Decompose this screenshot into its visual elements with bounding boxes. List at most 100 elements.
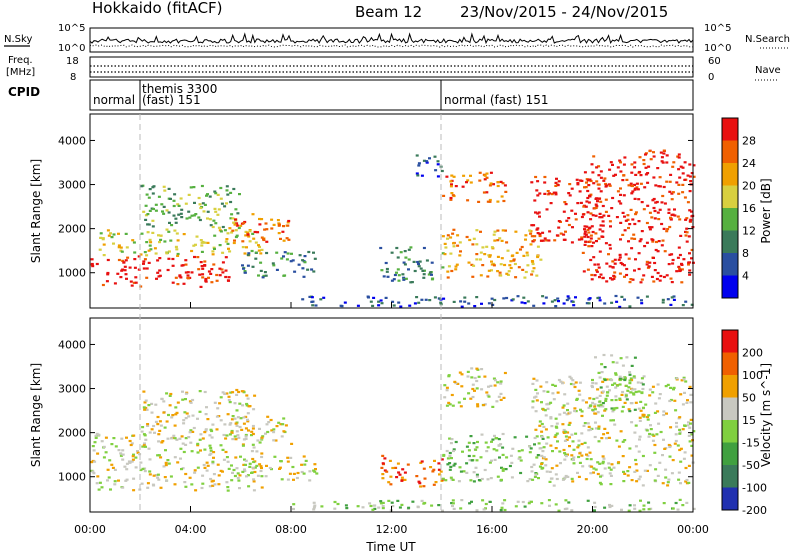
velocity-echo-cell bbox=[499, 380, 503, 383]
velocity-echo-cell bbox=[252, 408, 256, 411]
power-echo-cell bbox=[607, 183, 611, 186]
velocity-echo-cell bbox=[211, 423, 215, 426]
velocity-echo-cell bbox=[639, 409, 643, 412]
power-echo-cell bbox=[653, 209, 657, 213]
power-echo-cell bbox=[602, 179, 606, 182]
power-echo-cell bbox=[184, 271, 188, 274]
velocity-echo-cell bbox=[610, 504, 614, 507]
velocity-echo-cell bbox=[225, 434, 229, 437]
power-echo-cell bbox=[564, 230, 567, 233]
velocity-echo-cell bbox=[251, 457, 255, 461]
velocity-echo-cell bbox=[684, 480, 688, 483]
velocity-echo-cell bbox=[499, 509, 503, 512]
velocity-echo-cell bbox=[104, 436, 108, 439]
power-echo-cell bbox=[648, 261, 652, 264]
velocity-echo-cell bbox=[312, 501, 316, 504]
velocity-echo-cell bbox=[260, 455, 264, 459]
power-echo-cell bbox=[647, 265, 651, 268]
power-echo-cell bbox=[587, 231, 591, 234]
power-echo-cell bbox=[652, 280, 656, 283]
power-echo-cell bbox=[633, 166, 637, 169]
velocity-echo-cell bbox=[460, 385, 464, 388]
velocity-echo-cell bbox=[432, 483, 436, 486]
power-echo-cell bbox=[670, 253, 674, 256]
power-echo-cell bbox=[198, 203, 202, 206]
power-echo-cell bbox=[487, 302, 491, 305]
power-echo-cell bbox=[209, 224, 213, 227]
power-echo-cell bbox=[430, 273, 433, 276]
velocity-echo-cell bbox=[166, 459, 170, 462]
velocity-echo-cell bbox=[638, 419, 642, 422]
power-echo-cell bbox=[90, 262, 94, 266]
velocity-echo-cell bbox=[100, 486, 104, 489]
velocity-echo-cell bbox=[434, 481, 438, 484]
velocity-echo-cell bbox=[469, 479, 473, 482]
velocity-echo-cell bbox=[286, 460, 290, 463]
power-echo-cell bbox=[169, 197, 172, 200]
power-echo-cell bbox=[623, 229, 627, 232]
velocity-echo-cell bbox=[129, 443, 133, 447]
power-echo-cell bbox=[675, 181, 679, 184]
velocity-echo-cell bbox=[518, 456, 522, 459]
velocity-echo-cell bbox=[472, 471, 476, 474]
power-echo-cell bbox=[425, 161, 429, 164]
power-echo-cell bbox=[654, 184, 658, 187]
power-echo-cell bbox=[615, 300, 619, 303]
power-echo-cell bbox=[570, 209, 574, 212]
velocity-echo-cell bbox=[176, 401, 180, 404]
power-echo-cell bbox=[409, 246, 413, 249]
velocity-echo-cell bbox=[641, 383, 645, 386]
power-echo-cell bbox=[665, 230, 669, 233]
velocity-echo-cell bbox=[312, 506, 316, 509]
power-echo-cell bbox=[550, 193, 554, 196]
power-echo-cell bbox=[582, 270, 586, 273]
power-echo-cell bbox=[428, 299, 432, 302]
power-echo-cell bbox=[232, 187, 236, 191]
velocity-echo-cell bbox=[633, 507, 637, 510]
velocity-echo-cell bbox=[596, 461, 600, 464]
velocity-echo-cell bbox=[544, 458, 548, 461]
power-echo-cell bbox=[117, 232, 120, 235]
power-echo-cell bbox=[509, 266, 513, 270]
power-echo-cell bbox=[479, 274, 483, 277]
power-echo-cell bbox=[286, 224, 290, 227]
power-echo-cell bbox=[467, 261, 471, 264]
power-echo-cell bbox=[678, 176, 682, 179]
power-echo-cell bbox=[272, 264, 276, 267]
velocity-echo-cell bbox=[159, 486, 163, 489]
power-echo-cell bbox=[532, 267, 536, 270]
velocity-echo-cell bbox=[637, 478, 641, 481]
velocity-echo-cell bbox=[110, 443, 114, 446]
power-echo-cell bbox=[562, 210, 566, 213]
power-echo-cell bbox=[210, 281, 214, 284]
power-echo-cell bbox=[567, 192, 571, 195]
power-echo-cell bbox=[557, 300, 560, 303]
velocity-echo-cell bbox=[509, 454, 513, 457]
power-echo-cell bbox=[158, 241, 161, 244]
power-echo-cell bbox=[156, 271, 160, 274]
velocity-echo-cell bbox=[231, 438, 235, 441]
nsearch-trace bbox=[89, 44, 693, 48]
power-echo-cell bbox=[514, 230, 518, 233]
velocity-echo-cell bbox=[624, 394, 628, 397]
velocity-echo-cell bbox=[209, 477, 213, 481]
power-echo-cell bbox=[665, 274, 669, 277]
power-echo-cell bbox=[500, 195, 504, 198]
power-echo-cell bbox=[167, 257, 171, 260]
velocity-echo-cell bbox=[588, 451, 592, 454]
velocity-echo-cell bbox=[476, 403, 480, 406]
velocity-echo-cell bbox=[437, 468, 441, 471]
power-echo-cell bbox=[225, 202, 228, 205]
power-echo-cell bbox=[247, 252, 251, 255]
freq-panel bbox=[89, 56, 694, 78]
velocity-echo-cell bbox=[173, 424, 177, 427]
power-echo-cell bbox=[662, 275, 666, 279]
velocity-colorbar-tick: 50 bbox=[742, 392, 756, 405]
xtick-label: 04:00 bbox=[175, 523, 207, 536]
power-echo-cell bbox=[595, 240, 598, 243]
power-echo-cell bbox=[173, 229, 177, 232]
velocity-echo-cell bbox=[628, 466, 632, 469]
power-echo-cell bbox=[140, 232, 144, 235]
power-echo-cell bbox=[610, 278, 614, 281]
velocity-echo-cell bbox=[597, 427, 601, 430]
